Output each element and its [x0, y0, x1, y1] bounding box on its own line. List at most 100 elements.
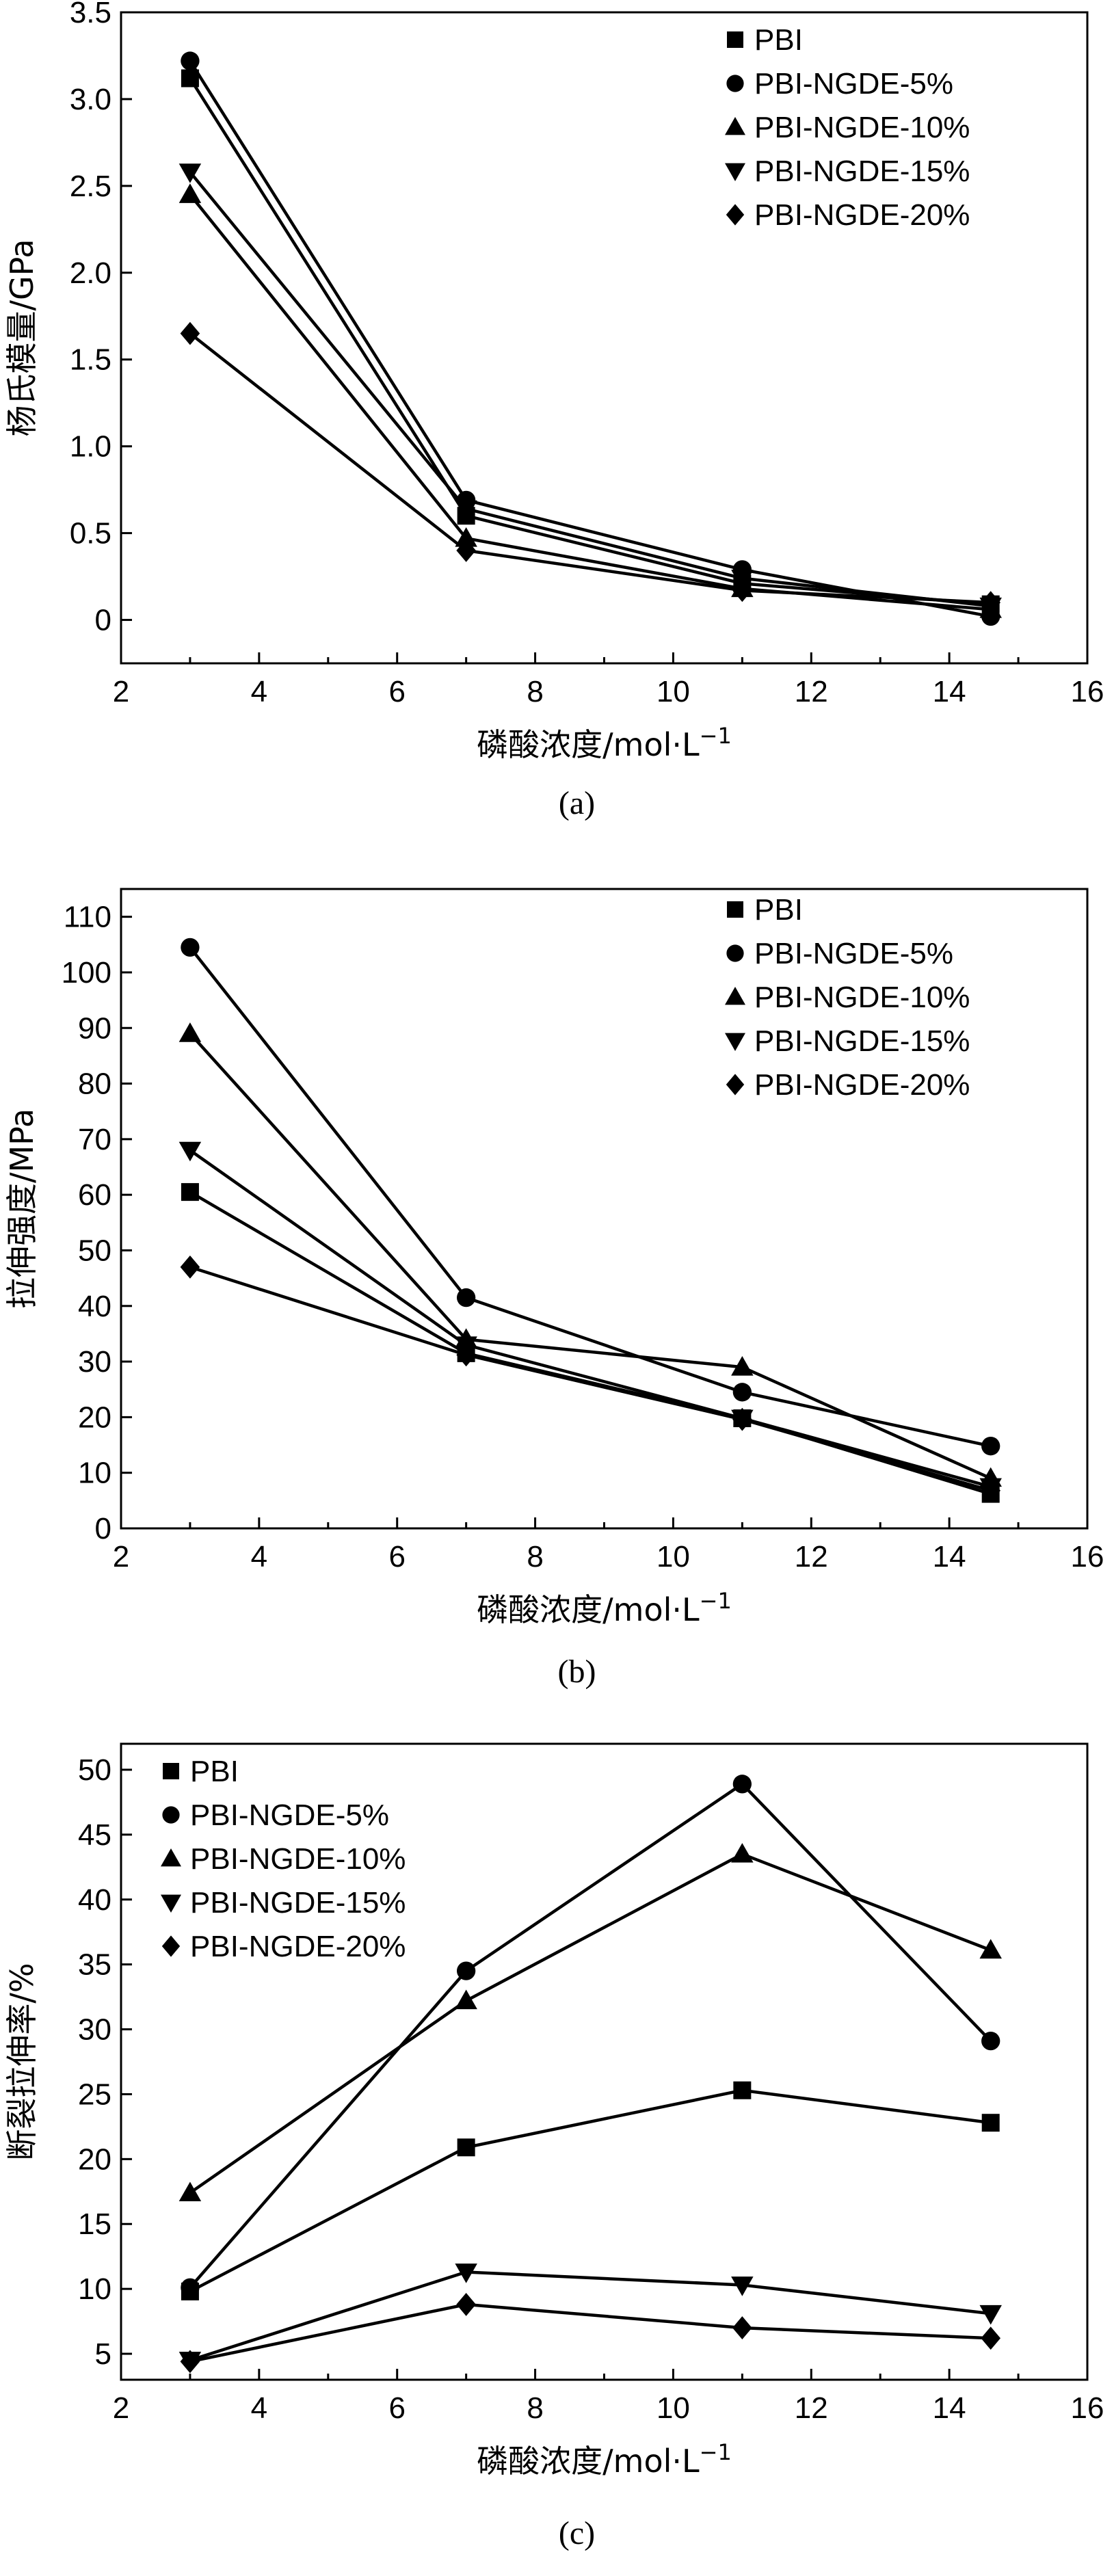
legend-marker-pbi-ngde-20pct	[726, 1074, 745, 1096]
series-pbi-ngde-10pct	[178, 1843, 1002, 2202]
x-tick-label: 2	[113, 1540, 129, 1574]
y-axis-label: 杨氏模量/GPa	[3, 239, 40, 436]
legend-label-pbi-ngde-5pct: PBI-NGDE-5%	[754, 937, 953, 970]
series-line-pbi-ngde-10pct	[189, 1032, 992, 1480]
data-point-pbi	[181, 1183, 199, 1201]
series-line-pbi-ngde-20pct	[189, 332, 991, 605]
legend-label-pbi-ngde-10pct: PBI-NGDE-10%	[754, 981, 970, 1014]
x-tick-label: 8	[527, 1540, 543, 1574]
data-point-pbi-ngde-20pct	[180, 1255, 200, 1279]
legend-label-pbi-ngde-20pct: PBI-NGDE-20%	[754, 198, 970, 232]
y-tick-label: 3.5	[70, 0, 111, 29]
y-tick-label: 1.5	[70, 343, 111, 377]
y-tick-label: 1.0	[70, 430, 111, 464]
x-axis-label: 磷酸浓度/mol·L−1	[477, 723, 732, 763]
x-tick-label: 16	[1071, 2391, 1104, 2425]
x-tick-label: 4	[251, 675, 267, 708]
y-tick-label: 2.5	[70, 170, 111, 203]
x-tick-label: 6	[388, 1540, 405, 1574]
panel-label: (a)	[559, 785, 595, 821]
x-tick-label: 10	[657, 675, 690, 708]
legend: PBI PBI-NGDE-5% PBI-NGDE-10% PBI-NGDE-15% PB…	[725, 23, 970, 232]
y-tick-label: 35	[78, 1948, 111, 1982]
data-point-pbi-ngde-15pct	[455, 2263, 477, 2283]
plot-frame-a	[120, 11, 1089, 665]
x-tick-label: 8	[527, 675, 543, 708]
legend: PBI PBI-NGDE-5% PBI-NGDE-10% PBI-NGDE-15% PB…	[725, 893, 970, 1102]
legend-marker-pbi-ngde-10pct	[725, 117, 745, 135]
data-point-pbi-ngde-20pct	[180, 321, 200, 345]
data-point-pbi-ngde-20pct	[981, 2326, 1000, 2350]
x-tick-label: 10	[657, 1540, 690, 1574]
series-pbi-ngde-20pct	[180, 321, 1000, 615]
panel-label: (c)	[559, 2515, 595, 2551]
legend-marker-pbi-ngde-15pct	[725, 163, 745, 181]
data-point-pbi-ngde-10pct	[455, 527, 477, 547]
series-pbi-ngde-10pct	[178, 183, 1002, 618]
y-tick-label: 40	[78, 1883, 111, 1917]
legend-label-pbi: PBI	[754, 23, 803, 57]
legend-label-pbi-ngde-15pct: PBI-NGDE-15%	[190, 1886, 406, 1920]
data-point-pbi-ngde-20pct	[981, 1478, 1000, 1502]
y-tick-label: 80	[78, 1067, 111, 1101]
data-point-pbi-ngde-5pct	[732, 1775, 752, 1794]
y-tick-label: 100	[62, 956, 111, 990]
legend-marker-pbi	[163, 1763, 179, 1779]
data-point-pbi-ngde-20pct	[981, 591, 1000, 615]
y-tick-label: 30	[78, 1345, 111, 1379]
chart-panel-b: 2 4 6 8 10 12 14 16 0 10 20 30 40 50 60 70 80 90 100 110 磷酸浓…	[3, 888, 1104, 1690]
data-point-pbi-ngde-15pct	[178, 163, 202, 183]
chart-panel-a: 2 4 6 8 10 12 14 16 0 0.5 1.0 1.5 2.0 2.5 3.0 3.5 磷酸浓度/m…	[3, 0, 1104, 821]
legend-label-pbi-ngde-5pct: PBI-NGDE-5%	[190, 1798, 389, 1832]
x-tick-label: 16	[1071, 675, 1104, 708]
data-point-pbi	[733, 2081, 752, 2099]
legend-marker-pbi	[727, 901, 743, 918]
x-tick-label: 14	[933, 675, 966, 708]
x-tick-label: 12	[795, 1540, 828, 1574]
x-axis-label: 磷酸浓度/mol·L−1	[477, 2439, 732, 2480]
y-axis-label: 拉伸强度/MPa	[3, 1108, 40, 1309]
data-point-pbi-ngde-5pct	[181, 938, 200, 957]
y-tick-label: 70	[78, 1123, 111, 1156]
x-tick-label: 10	[657, 2391, 690, 2425]
y-tick-label: 10	[78, 1457, 111, 1490]
data-point-pbi-ngde-5pct	[981, 1437, 1000, 1456]
data-point-pbi-ngde-10pct	[178, 183, 202, 203]
y-tick-label: 40	[78, 1290, 111, 1323]
x-tick-label: 14	[933, 1540, 966, 1574]
x-tick-label: 8	[527, 2391, 543, 2425]
data-point-pbi-ngde-10pct	[178, 2181, 202, 2202]
legend-label-pbi-ngde-5pct: PBI-NGDE-5%	[754, 67, 953, 101]
series-line-pbi-ngde-10pct	[189, 1852, 992, 2194]
series-line-pbi	[189, 1191, 992, 1496]
panel-label: (b)	[558, 1654, 596, 1690]
y-tick-label: 50	[78, 1234, 111, 1267]
series-line-pbi-ngde-20pct	[189, 2302, 991, 2363]
data-point-pbi-ngde-5pct	[181, 2278, 200, 2297]
y-tick-label: 90	[78, 1011, 111, 1045]
series-pbi-ngde-5pct	[181, 938, 1000, 1456]
legend-label-pbi-ngde-15pct: PBI-NGDE-15%	[754, 1024, 970, 1058]
data-point-pbi-ngde-5pct	[456, 1288, 476, 1307]
y-tick-label: 3.0	[70, 83, 111, 116]
legend-label-pbi-ngde-10pct: PBI-NGDE-10%	[754, 111, 970, 144]
x-tick-label: 6	[388, 2391, 405, 2425]
data-point-pbi-ngde-15pct	[178, 1141, 202, 1162]
series-line-pbi-ngde-10pct	[189, 194, 991, 611]
y-tick-label: 0.5	[70, 517, 111, 550]
legend-marker-pbi	[727, 31, 743, 48]
series-pbi-ngde-5pct	[181, 1775, 1000, 2297]
data-point-pbi-ngde-20pct	[456, 2293, 476, 2316]
series-pbi-ngde-20pct	[180, 1255, 1000, 1502]
y-tick-label: 10	[78, 2272, 111, 2306]
y-tick-label: 0	[95, 1512, 111, 1545]
y-tick-label: 20	[78, 1400, 111, 1434]
data-point-pbi-ngde-20pct	[732, 1407, 752, 1431]
data-point-pbi	[981, 2114, 1000, 2132]
x-tick-label: 4	[251, 1540, 267, 1574]
x-tick-label: 12	[795, 675, 828, 708]
legend-label-pbi: PBI	[754, 893, 803, 927]
legend-marker-pbi-ngde-5pct	[726, 75, 744, 92]
legend: PBI PBI-NGDE-5% PBI-NGDE-10% PBI-NGDE-15% PB…	[161, 1755, 406, 1963]
